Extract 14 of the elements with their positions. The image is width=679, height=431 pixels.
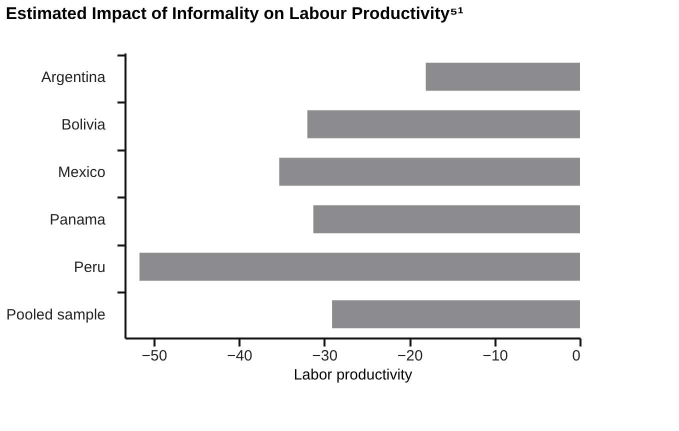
- chart-title: Estimated Impact of Informality on Labour Productivity⁵¹: [6, 4, 464, 23]
- y-tick-label: Panama: [50, 211, 106, 228]
- y-tick-label: Pooled sample: [6, 306, 106, 324]
- y-tick-label: Bolivia: [61, 116, 106, 134]
- x-tick-label: −40: [226, 348, 252, 364]
- y-tick-label: Peru: [74, 258, 106, 276]
- x-axis-title: Labor productivity: [294, 366, 413, 384]
- x-tick-label: −30: [312, 348, 338, 364]
- x-tick-label: −10: [482, 348, 508, 364]
- x-tick-label: −20: [397, 348, 423, 364]
- x-tick-label: 0: [572, 348, 580, 364]
- x-tick-label: −50: [142, 348, 168, 364]
- y-tick-label: Argentina: [41, 68, 106, 86]
- y-tick-label: Mexico: [58, 164, 106, 181]
